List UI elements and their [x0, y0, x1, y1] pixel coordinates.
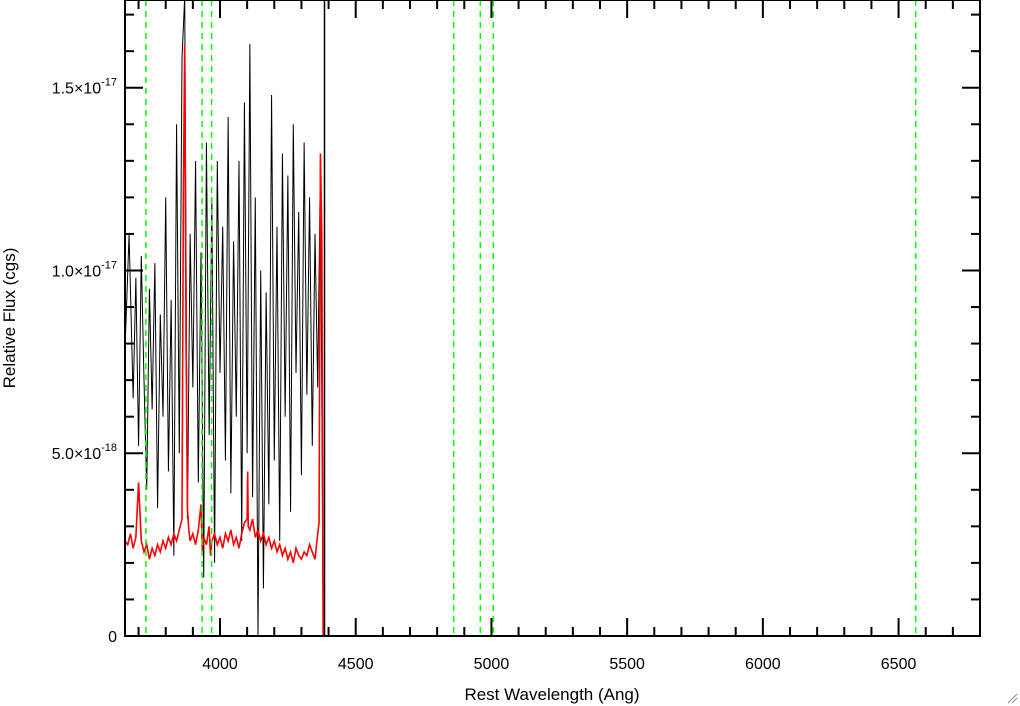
- x-tick-label: 6000: [745, 656, 781, 673]
- series-layer: [125, 0, 980, 636]
- y-tick-label: 5.0×10-18: [52, 442, 117, 463]
- y-tick-exponent: -17: [101, 77, 117, 89]
- y-tick-mantissa: 1.0×10: [52, 263, 101, 280]
- y-tick-label: 0: [108, 629, 117, 646]
- x-tick-label: 5500: [609, 656, 645, 673]
- y-tick-label: 1.5×10-17: [52, 77, 117, 98]
- vertical-lines-layer: [145, 0, 917, 636]
- y-tick-mantissa: 0: [108, 629, 117, 646]
- series-line-2: [125, 43, 980, 636]
- tick-layer: 4000 4500 5000 5500 6000 6500 0 5.0×10-18 1.0×10…: [52, 0, 981, 673]
- x-tick-label: 6500: [881, 656, 917, 673]
- y-axis-label: Relative Flux (cgs): [0, 248, 19, 389]
- x-axis-label: Rest Wavelength (Ang): [464, 685, 639, 704]
- x-tick-label: 4000: [202, 656, 238, 673]
- y-tick-mantissa: 1.5×10: [52, 81, 101, 98]
- plot-frame: [124, 0, 981, 637]
- y-tick-label: 1.0×10-17: [52, 259, 117, 280]
- y-tick-mantissa: 5.0×10: [52, 446, 101, 463]
- x-tick-label: 4500: [338, 656, 374, 673]
- y-tick-exponent: -18: [101, 442, 117, 454]
- x-tick-label: 5000: [474, 656, 510, 673]
- resize-grip-icon[interactable]: [1006, 692, 1018, 704]
- y-tick-exponent: -17: [101, 259, 117, 271]
- series-line-1: [125, 0, 980, 636]
